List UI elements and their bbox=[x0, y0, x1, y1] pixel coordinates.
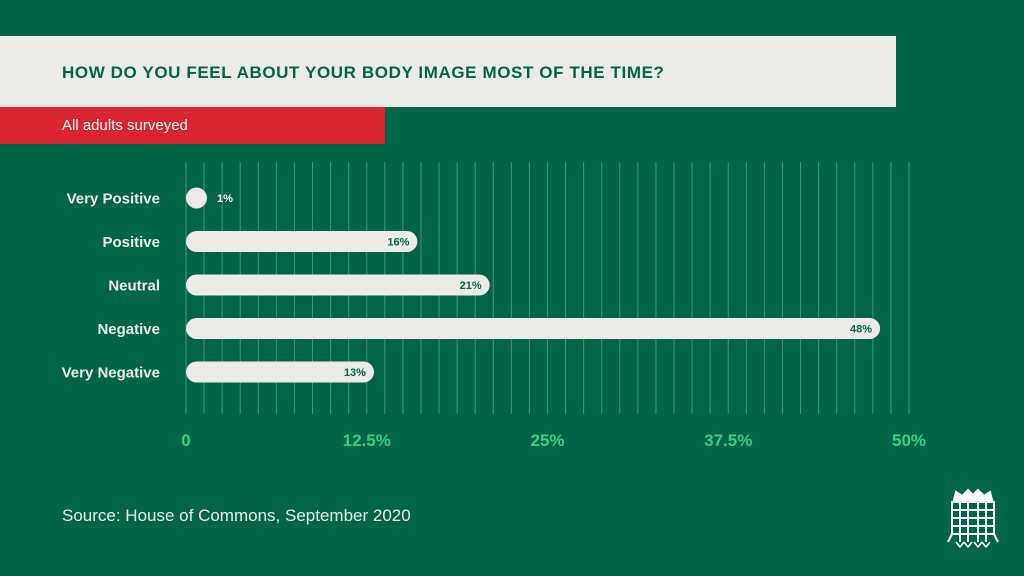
bar bbox=[186, 318, 881, 339]
data-label: 21% bbox=[460, 280, 482, 292]
category-label: Positive bbox=[102, 234, 160, 251]
chart-title: HOW DO YOU FEEL ABOUT YOUR BODY IMAGE MO… bbox=[62, 63, 665, 82]
x-tick-label: 0 bbox=[181, 431, 190, 450]
source-note: Source: House of Commons, September 2020 bbox=[62, 506, 411, 525]
data-label: 1% bbox=[217, 193, 233, 205]
chart-subtitle: All adults surveyed bbox=[62, 117, 188, 134]
data-label: 48% bbox=[850, 324, 872, 336]
category-label: Negative bbox=[97, 321, 160, 338]
bar bbox=[186, 274, 490, 296]
portcullis-icon bbox=[947, 488, 999, 548]
title-band: HOW DO YOU FEEL ABOUT YOUR BODY IMAGE MO… bbox=[0, 36, 896, 107]
x-tick-label: 50% bbox=[892, 431, 926, 450]
x-tick-label: 37.5% bbox=[704, 431, 752, 450]
x-tick-label: 12.5% bbox=[343, 431, 391, 450]
subtitle-band: All adults surveyed bbox=[0, 107, 385, 144]
bar bbox=[186, 187, 207, 209]
data-label: 13% bbox=[344, 367, 366, 379]
bar bbox=[186, 361, 374, 383]
data-label: 16% bbox=[387, 237, 409, 249]
category-label: Very Positive bbox=[67, 191, 160, 208]
bar bbox=[186, 231, 418, 252]
category-label: Very Negative bbox=[62, 365, 160, 382]
category-label: Neutral bbox=[108, 278, 160, 295]
x-tick-label: 25% bbox=[530, 431, 564, 450]
